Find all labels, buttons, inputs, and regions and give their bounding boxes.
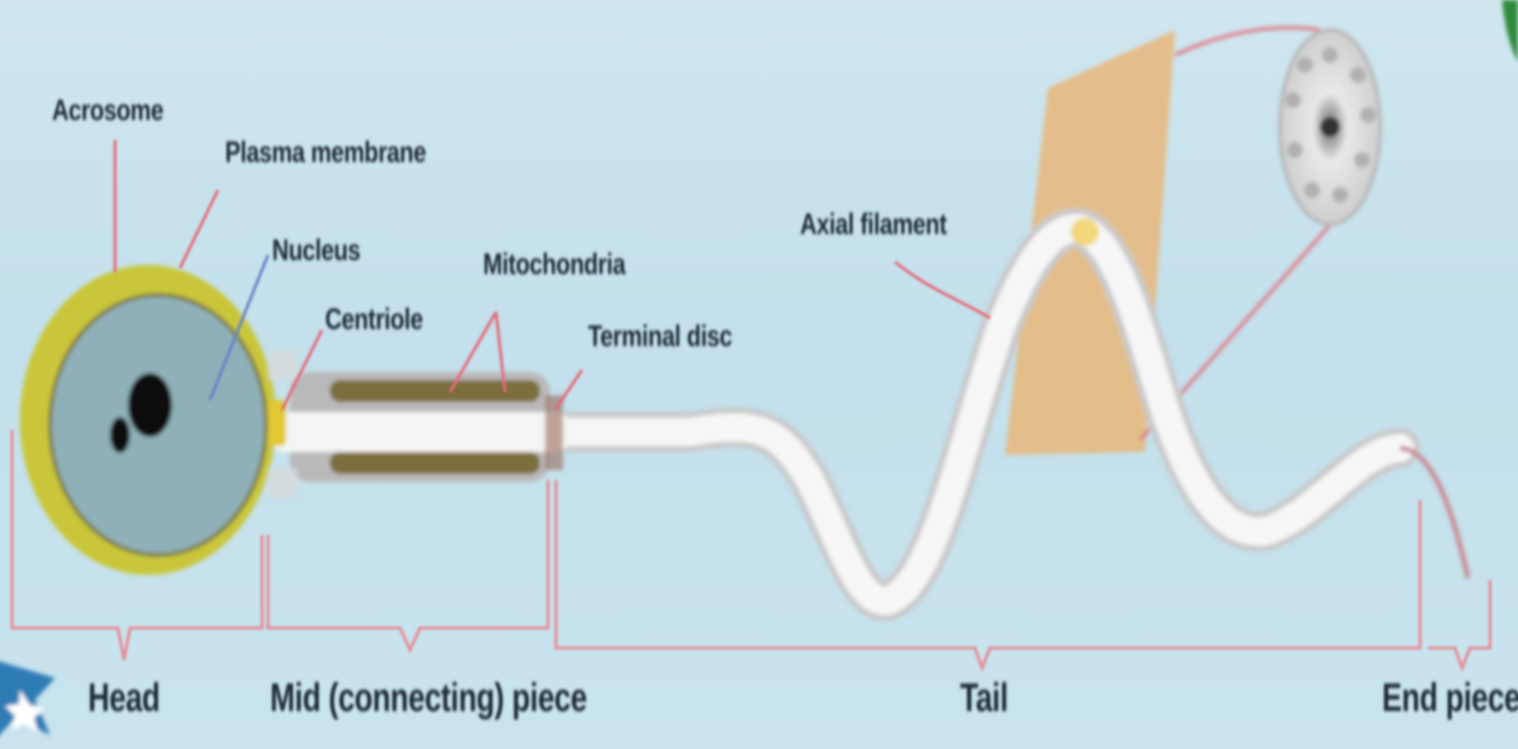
- bracket-tail: [554, 480, 1422, 673]
- mitochondria-coils: [330, 380, 540, 474]
- nucleus-dark: [128, 373, 172, 437]
- bracket-end-piece: [1428, 580, 1492, 673]
- label-axial-filament: Axial filament: [800, 208, 947, 241]
- label-tail: Tail: [960, 676, 1008, 720]
- green-tab-icon: [1502, 0, 1518, 62]
- pointer-centriole: [280, 329, 324, 411]
- section-connector-top: [1174, 26, 1321, 57]
- label-nucleus: Nucleus: [272, 234, 361, 267]
- label-end-piece: End piece: [1382, 676, 1518, 720]
- end-piece: [1399, 445, 1471, 579]
- label-middle-piece: Mid (connecting) piece: [270, 676, 587, 720]
- label-mitochondria: Mitochondria: [483, 248, 626, 281]
- centriole: [268, 400, 286, 446]
- label-centriole: Centriole: [325, 303, 423, 336]
- bracket-head: [10, 430, 264, 661]
- terminal-disc: [545, 395, 563, 470]
- label-terminal-disc: Terminal disc: [588, 320, 733, 353]
- pointer-plasma-membrane: [178, 189, 220, 269]
- pointer-terminal-disc: [553, 369, 584, 411]
- bracket-middle-piece: [266, 480, 550, 654]
- star-icon: [0, 661, 55, 735]
- pointer-axial-filament: [894, 260, 991, 320]
- label-plasma-membrane: Plasma membrane: [225, 136, 426, 169]
- axial-core: [270, 412, 570, 452]
- pointer-mitochondria: [448, 311, 507, 393]
- label-head: Head: [88, 676, 160, 720]
- pointer-nucleus: [208, 254, 270, 401]
- microtubule-doublets: [1285, 47, 1376, 203]
- label-acrosome: Acrosome: [52, 94, 164, 127]
